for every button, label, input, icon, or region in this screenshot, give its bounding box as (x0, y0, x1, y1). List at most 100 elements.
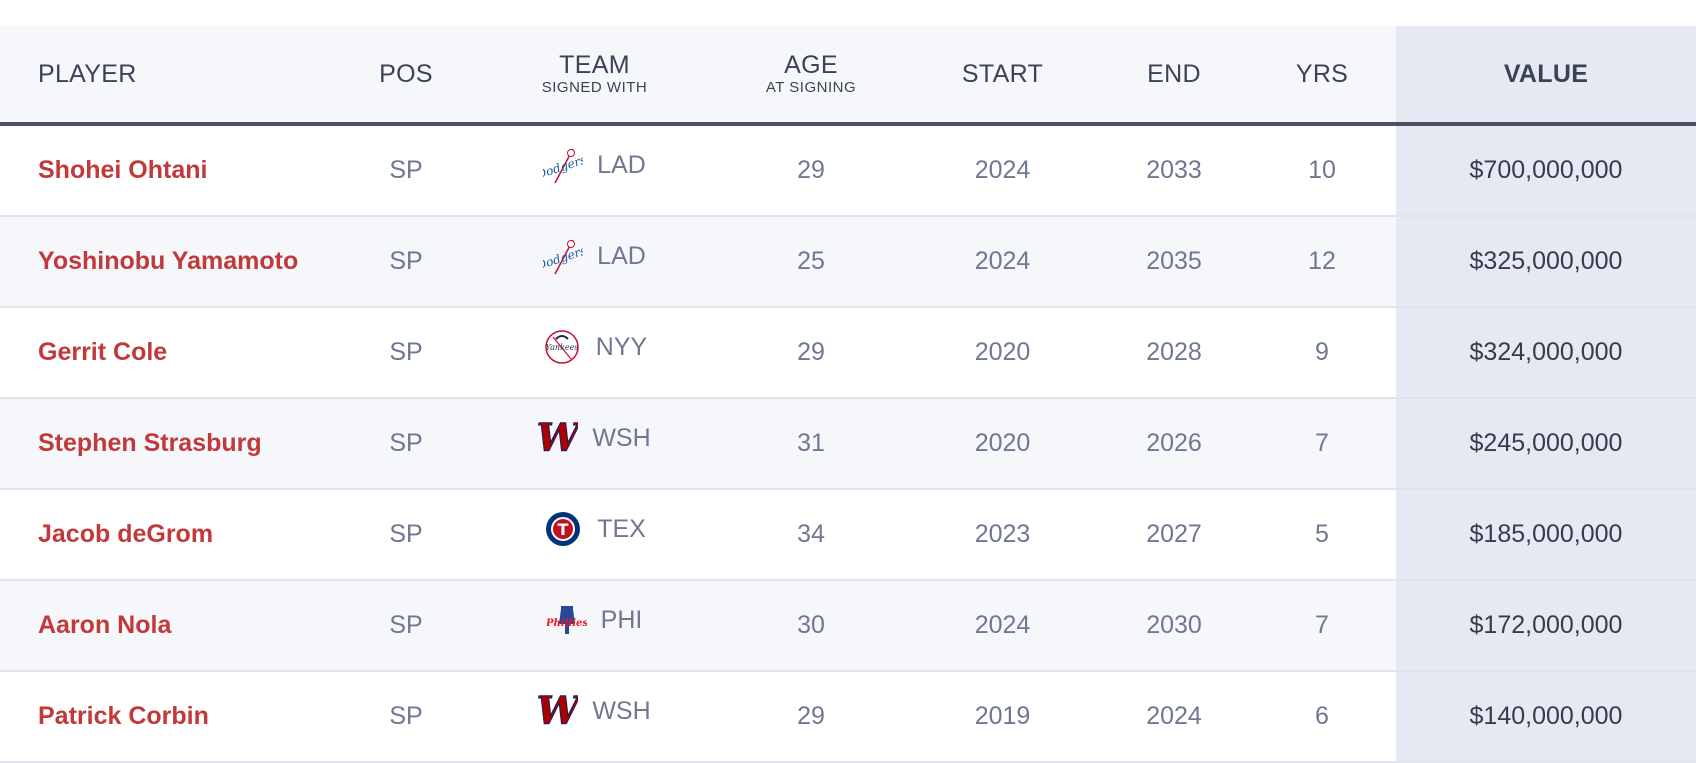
player-name-link[interactable]: Gerrit Cole (0, 307, 340, 399)
svg-text:Yankees: Yankees (545, 343, 578, 352)
age-cell: 31 (717, 398, 905, 490)
end-year-cell: 2026 (1100, 398, 1248, 490)
header-team-label: TEAM (559, 51, 630, 79)
years-cell: 7 (1248, 398, 1396, 490)
years-cell: 9 (1248, 307, 1396, 399)
player-name-link[interactable]: Stephen Strasburg (0, 398, 340, 490)
years-cell: 12 (1248, 216, 1396, 308)
years-cell: 7 (1248, 580, 1396, 672)
contracts-table-container: PLAYER POS TEAM SIGNED WITH AGE AT SIGNING… (0, 26, 1696, 763)
table-row: Jacob deGrom SP T TEX 34 2023 2027 5 $185,000,00… (0, 489, 1696, 581)
position-cell: SP (340, 671, 472, 763)
svg-text:T: T (558, 520, 569, 539)
team-abbr: TEX (597, 514, 646, 543)
header-age-sublabel: AT SIGNING (765, 79, 857, 96)
position-cell: SP (340, 489, 472, 581)
header-age[interactable]: AGE AT SIGNING (717, 26, 905, 126)
nationals-logo-icon: W (536, 688, 583, 734)
player-name-link[interactable]: Shohei Ohtani (0, 124, 340, 217)
end-year-cell: 2030 (1100, 580, 1248, 672)
table-row: Gerrit Cole SP Yankees NYY 29 2020 2028 9 $324,0… (0, 307, 1696, 399)
team-abbr: WSH (592, 423, 651, 452)
position-cell: SP (340, 307, 472, 399)
years-cell: 5 (1248, 489, 1396, 581)
position-cell: SP (340, 216, 472, 308)
end-year-cell: 2028 (1100, 307, 1248, 399)
table-row: Aaron Nola SP Phillies PHI 30 2024 2030 7 $172,0… (0, 580, 1696, 672)
dodgers-logo-icon: Dodgers (534, 236, 588, 276)
age-cell: 25 (717, 216, 905, 308)
start-year-cell: 2020 (905, 307, 1100, 399)
header-pos-label: POS (379, 60, 433, 88)
team-abbr: PHI (600, 605, 643, 634)
contract-value-cell: $185,000,000 (1396, 489, 1696, 581)
start-year-cell: 2024 (905, 580, 1100, 672)
age-cell: 34 (717, 489, 905, 581)
age-cell: 30 (717, 580, 905, 672)
table-row: Stephen Strasburg SP W WSH 31 2020 2026 7 $245,0… (0, 398, 1696, 490)
nationals-logo-icon: W (536, 415, 583, 461)
table-header-row: PLAYER POS TEAM SIGNED WITH AGE AT SIGNING… (0, 26, 1696, 126)
player-name-link[interactable]: Patrick Corbin (0, 671, 340, 763)
yankees-logo-icon: Yankees (542, 327, 582, 367)
start-year-cell: 2023 (905, 489, 1100, 581)
start-year-cell: 2019 (905, 671, 1100, 763)
header-team[interactable]: TEAM SIGNED WITH (472, 26, 717, 126)
contract-value-cell: $324,000,000 (1396, 307, 1696, 399)
header-start[interactable]: START (905, 26, 1100, 126)
header-end-label: END (1147, 60, 1201, 88)
player-name-link[interactable]: Aaron Nola (0, 580, 340, 672)
position-cell: SP (340, 124, 472, 217)
header-pos[interactable]: POS (340, 26, 472, 126)
position-cell: SP (340, 398, 472, 490)
position-cell: SP (340, 580, 472, 672)
contract-value-cell: $245,000,000 (1396, 398, 1696, 490)
years-cell: 10 (1248, 124, 1396, 217)
team-cell: Phillies PHI (472, 580, 717, 672)
contract-value-cell: $700,000,000 (1396, 124, 1696, 217)
team-cell: W WSH (472, 671, 717, 763)
years-cell: 6 (1248, 671, 1396, 763)
header-value[interactable]: VALUE (1396, 26, 1696, 126)
end-year-cell: 2027 (1100, 489, 1248, 581)
svg-text:Dodgers: Dodgers (543, 244, 583, 273)
player-name-link[interactable]: Jacob deGrom (0, 489, 340, 581)
svg-text:Phillies: Phillies (547, 618, 587, 629)
header-yrs-label: YRS (1295, 60, 1349, 88)
start-year-cell: 2024 (905, 124, 1100, 217)
end-year-cell: 2035 (1100, 216, 1248, 308)
player-name-link[interactable]: Yoshinobu Yamamoto (0, 216, 340, 308)
contracts-table: PLAYER POS TEAM SIGNED WITH AGE AT SIGNING… (0, 26, 1696, 763)
table-row: Yoshinobu Yamamoto SP Dodgers LAD 25 2024 2035… (0, 216, 1696, 308)
header-player[interactable]: PLAYER (0, 26, 340, 126)
team-abbr: NYY (595, 332, 648, 361)
table-row: Patrick Corbin SP W WSH 29 2019 2024 6 $140,000,… (0, 671, 1696, 763)
start-year-cell: 2024 (905, 216, 1100, 308)
team-abbr: LAD (597, 241, 646, 270)
header-value-label: VALUE (1503, 60, 1589, 88)
header-end[interactable]: END (1100, 26, 1248, 126)
header-yrs[interactable]: YRS (1248, 26, 1396, 126)
team-cell: W WSH (472, 398, 717, 490)
contract-value-cell: $172,000,000 (1396, 580, 1696, 672)
contract-value-cell: $325,000,000 (1396, 216, 1696, 308)
team-cell: T TEX (472, 489, 717, 581)
svg-text:Dodgers: Dodgers (543, 153, 583, 182)
svg-text:W: W (538, 691, 578, 731)
dodgers-logo-icon: Dodgers (534, 145, 588, 185)
table-row: Shohei Ohtani SP Dodgers LAD 29 2024 2033 10 $70… (0, 124, 1696, 217)
team-abbr: LAD (597, 150, 646, 179)
header-team-sublabel: SIGNED WITH (541, 79, 648, 96)
start-year-cell: 2020 (905, 398, 1100, 490)
rangers-logo-icon: T (543, 509, 583, 549)
end-year-cell: 2033 (1100, 124, 1248, 217)
contract-value-cell: $140,000,000 (1396, 671, 1696, 763)
svg-text:W: W (538, 418, 578, 458)
age-cell: 29 (717, 307, 905, 399)
header-age-label: AGE (784, 51, 838, 79)
team-cell: Yankees NYY (472, 307, 717, 399)
phillies-logo-icon: Phillies (545, 600, 588, 640)
age-cell: 29 (717, 124, 905, 217)
team-cell: Dodgers LAD (472, 216, 717, 308)
header-start-label: START (961, 60, 1044, 88)
